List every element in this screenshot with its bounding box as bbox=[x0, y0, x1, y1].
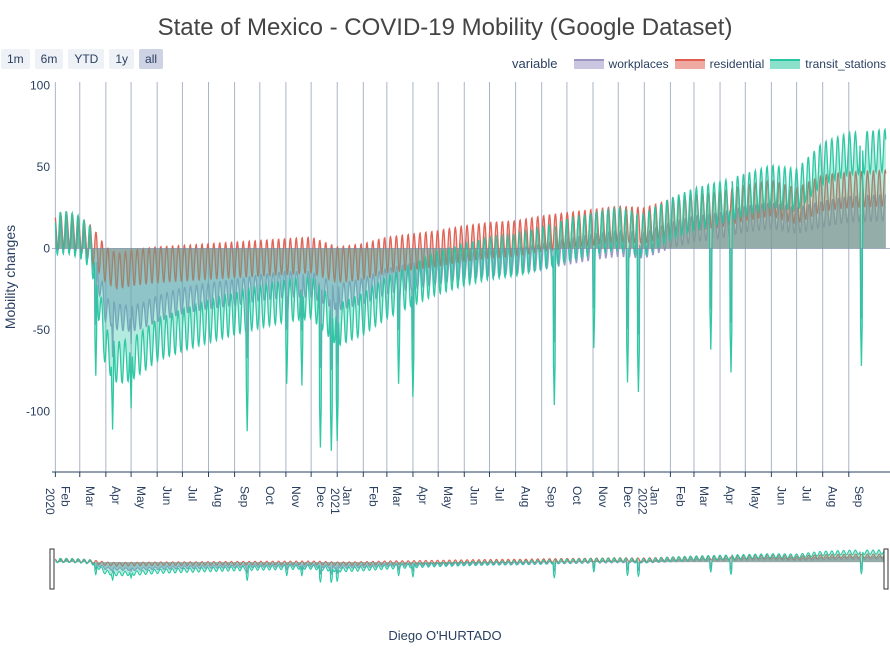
slider-area-transit_stations bbox=[55, 549, 886, 583]
x-tick-label: Apr bbox=[723, 486, 737, 505]
x-tick-label: Dec bbox=[621, 486, 635, 507]
series-line-residential[interactable] bbox=[54, 169, 887, 291]
x-tick-label: Jul bbox=[800, 486, 814, 501]
chart-title: State of Mexico - COVID-19 Mobility (Goo… bbox=[157, 14, 733, 41]
legend-title: variable bbox=[512, 56, 558, 71]
x-tick-label: Jul bbox=[493, 486, 507, 501]
slider-handle-left[interactable] bbox=[49, 548, 55, 590]
range-button-6m[interactable]: 6m bbox=[34, 49, 64, 69]
x-tick-label: Sep bbox=[852, 486, 866, 508]
x-tick-label: Oct bbox=[263, 486, 277, 505]
x-tick-label: Sep bbox=[545, 486, 559, 508]
x-tick-label: Sep bbox=[238, 486, 252, 508]
x-tick-label: Jun bbox=[467, 486, 481, 505]
x-tick-label: Jan bbox=[647, 486, 661, 505]
x-tick-label: Nov bbox=[289, 486, 303, 507]
x-tick-label: Apr bbox=[109, 486, 123, 505]
y-tick-label: 100 bbox=[30, 78, 50, 92]
x-tick-label: Aug bbox=[519, 486, 533, 507]
x-tick-label: Jan bbox=[340, 486, 354, 505]
range-selector: 1m 6m YTD 1y all bbox=[1, 49, 164, 69]
legend-swatch-workplaces bbox=[573, 58, 604, 69]
legend: variable workplaces residential transit_… bbox=[512, 56, 886, 71]
x-tick-label: Nov bbox=[596, 486, 610, 507]
legend-item-residential[interactable]: residential bbox=[674, 56, 765, 71]
slider-line-residential bbox=[54, 553, 887, 567]
slider-handle-right[interactable] bbox=[883, 548, 889, 590]
x-tick-label: May bbox=[748, 486, 762, 509]
x-tick-label: Dec bbox=[314, 486, 328, 507]
series-area-transit_stations[interactable] bbox=[55, 129, 886, 451]
plot-area bbox=[52, 82, 890, 472]
y-tick-label: -50 bbox=[33, 323, 51, 337]
range-button-all[interactable]: all bbox=[139, 49, 164, 69]
credit-label: Diego O'HURTADO bbox=[388, 628, 502, 643]
range-button-1y[interactable]: 1y bbox=[109, 49, 135, 69]
y-tick-label: 50 bbox=[37, 160, 51, 174]
x-year-label: 2020 bbox=[43, 488, 57, 515]
legend-label-residential: residential bbox=[709, 56, 765, 71]
range-button-ytd[interactable]: YTD bbox=[68, 49, 105, 69]
legend-item-workplaces[interactable]: workplaces bbox=[573, 56, 669, 71]
range-slider[interactable] bbox=[49, 548, 889, 590]
x-tick-label: Oct bbox=[570, 486, 584, 505]
legend-item-transit-stations[interactable]: transit_stations bbox=[770, 57, 886, 71]
x-tick-label: Mar bbox=[390, 486, 404, 507]
chart-svg[interactable]: 100 50 0 -50 -100 Feb Mar Apr May Jun Jul Aug Sep Oct… bbox=[0, 0, 890, 620]
x-tick-label: Jun bbox=[160, 486, 174, 505]
x-tick-label: Feb bbox=[58, 486, 72, 507]
range-button-1m[interactable]: 1m bbox=[1, 49, 30, 69]
legend-label-transit-stations: transit_stations bbox=[805, 56, 886, 71]
y-tick-label: -100 bbox=[26, 405, 50, 419]
x-tick-label: Apr bbox=[416, 486, 430, 505]
x-tick-label: Feb bbox=[366, 486, 380, 507]
x-tick-label: Feb bbox=[673, 486, 687, 507]
slider-line-transit_stations bbox=[54, 549, 887, 583]
x-tick-label: Jun bbox=[774, 486, 788, 505]
x-tick-label: May bbox=[441, 486, 455, 509]
x-tick-label: Mar bbox=[697, 486, 711, 507]
x-year-label: 2022 bbox=[635, 488, 649, 515]
x-tick-label: Mar bbox=[83, 486, 97, 507]
x-year-label: 2021 bbox=[328, 488, 342, 515]
y-tick-label: 0 bbox=[43, 241, 50, 255]
legend-swatch-transit-stations bbox=[770, 58, 801, 69]
x-tick-label: Aug bbox=[826, 486, 840, 507]
legend-label-workplaces: workplaces bbox=[608, 56, 669, 71]
legend-swatch-residential bbox=[674, 58, 705, 69]
x-tick-label: Aug bbox=[211, 486, 225, 507]
x-tick-label: May bbox=[134, 486, 148, 509]
x-tick-label: Jul bbox=[185, 486, 199, 501]
series-line-transit_stations[interactable] bbox=[54, 127, 887, 451]
